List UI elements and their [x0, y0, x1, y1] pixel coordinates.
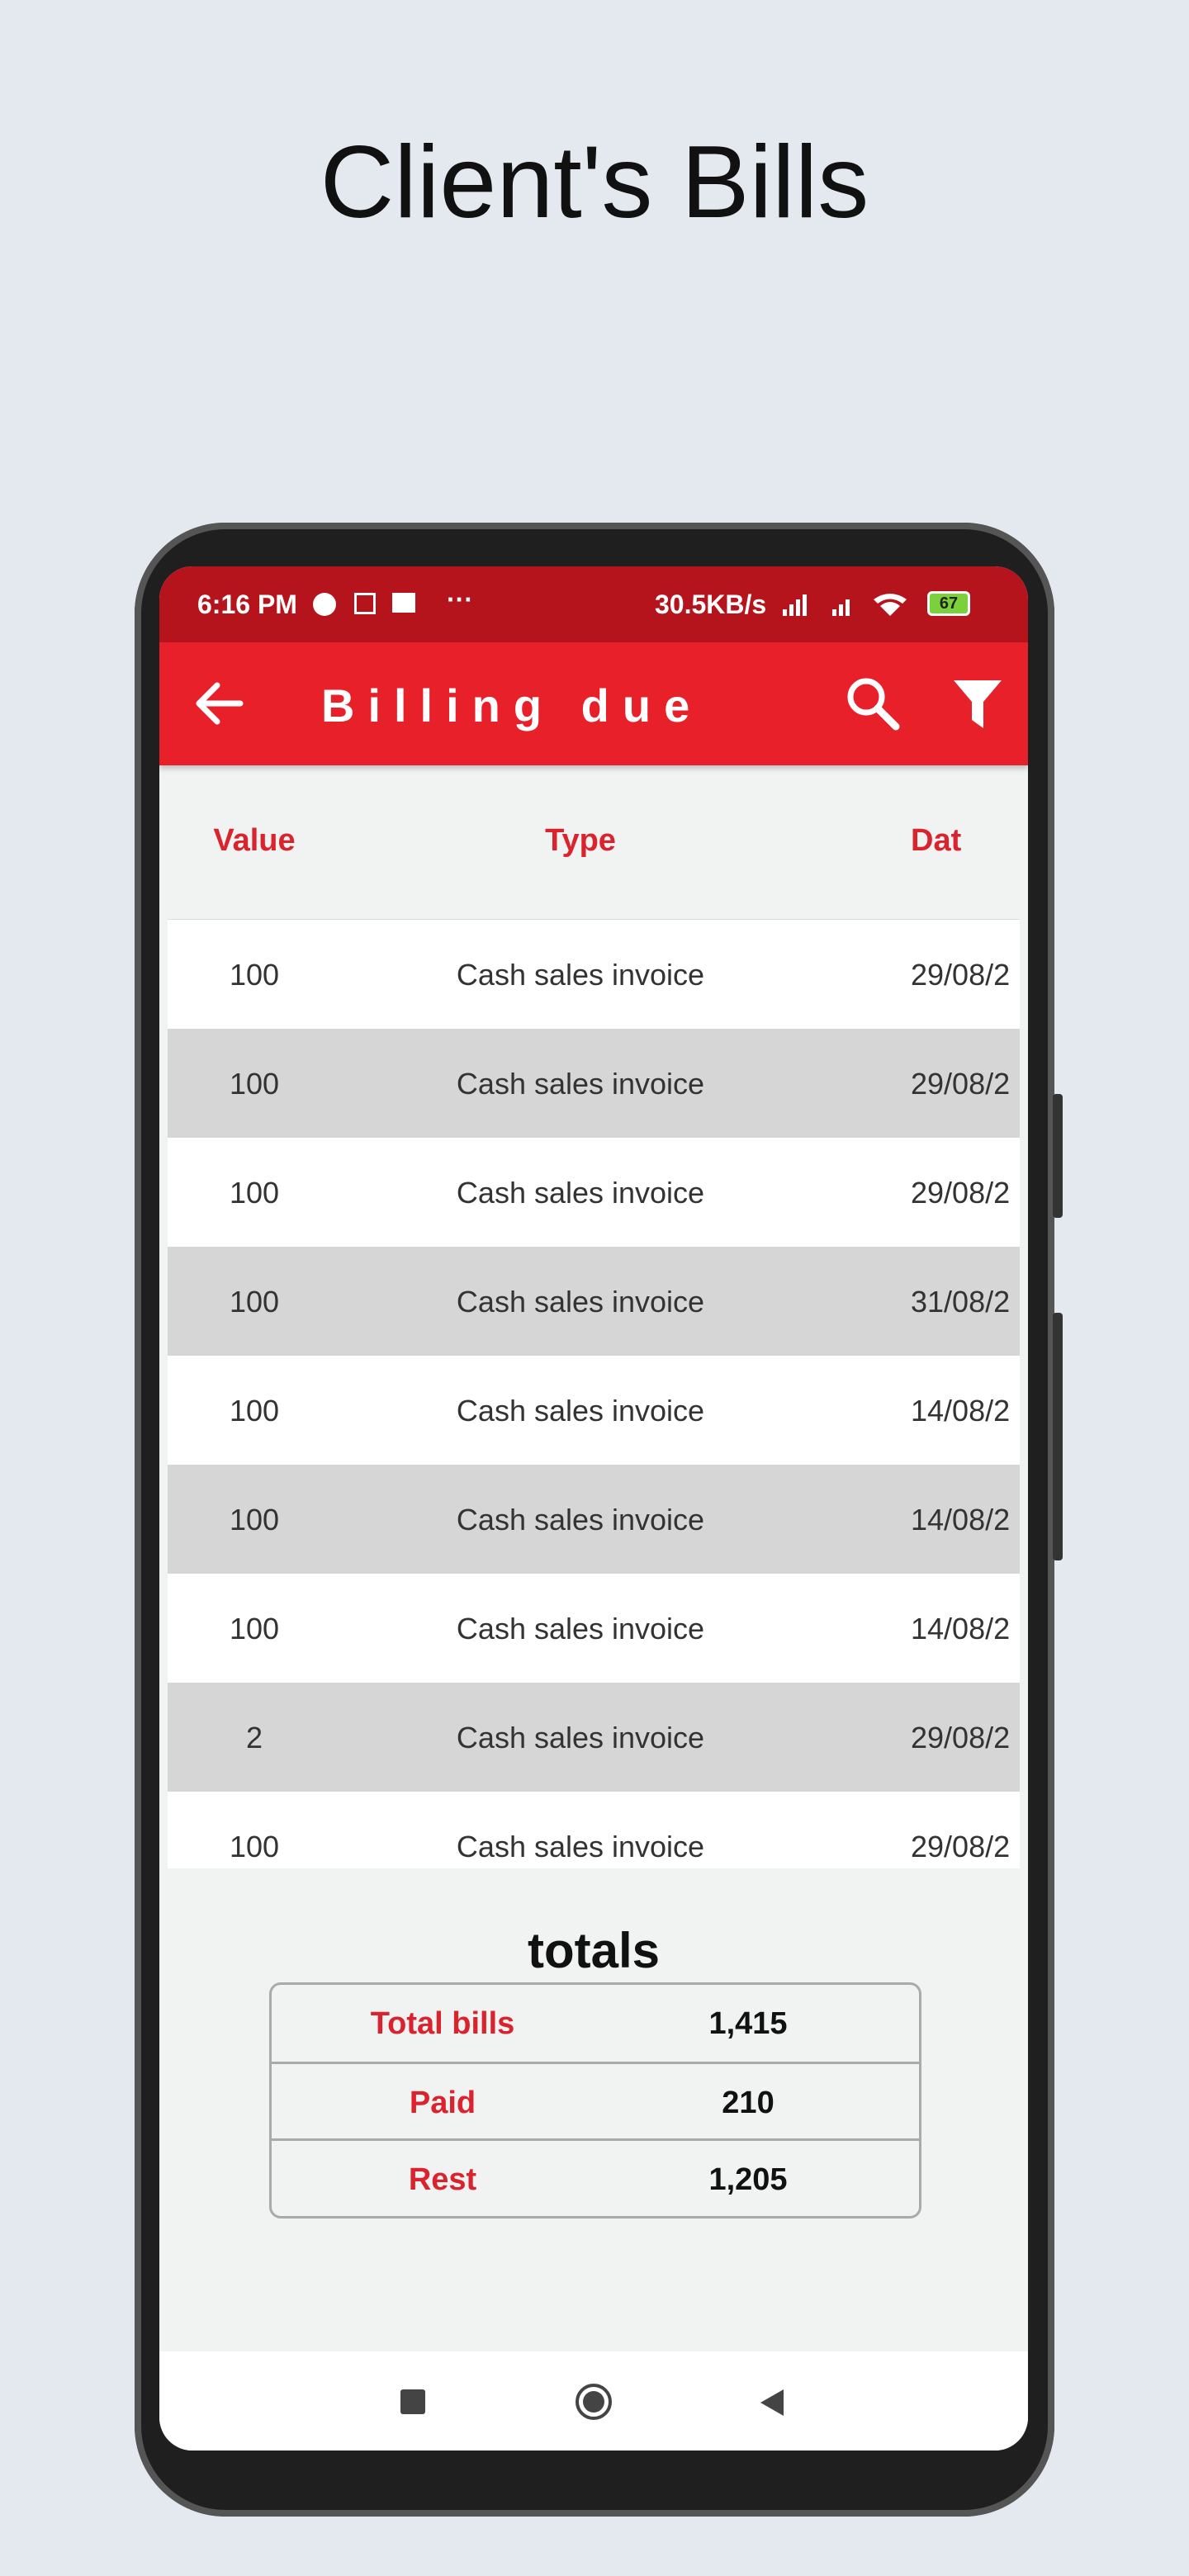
back-nav-button[interactable]: [757, 2388, 787, 2417]
table-row: 100 Cash sales invoice 29/08/2: [168, 1792, 1020, 1868]
table-row: 100 Cash sales invoice 14/08/2: [168, 1356, 1020, 1465]
table-cell: 14/08/2: [911, 1612, 1011, 1646]
totals-label: Total bills: [370, 2006, 515, 2041]
table-row: 100 Cash sales invoice 29/08/2: [168, 1138, 1020, 1247]
recents-button[interactable]: [400, 2389, 425, 2414]
table-cell: 31/08/2: [911, 1285, 1011, 1319]
table-cell: 100: [229, 1830, 280, 1863]
app-bar: Billing due: [159, 642, 1028, 765]
totals-row: Total bills 1,415: [272, 1985, 919, 2062]
table-cell: 100: [229, 1067, 280, 1101]
table-cell: 100: [229, 1394, 280, 1428]
totals-row: Paid 210: [272, 2062, 919, 2141]
status-time: 6:16 PM: [197, 590, 297, 619]
totals-title: totals: [527, 1923, 661, 1978]
column-header: Dat: [911, 823, 962, 858]
totals-value: 1,205: [708, 2162, 788, 2197]
home-button[interactable]: [576, 2384, 612, 2420]
table-cell: 14/08/2: [911, 1503, 1011, 1537]
table-row: 100 Cash sales invoice 14/08/2: [168, 1465, 1020, 1574]
table-cell: 29/08/2: [911, 1176, 1011, 1210]
page-title: Client's Bills: [320, 125, 869, 239]
status-more: ···: [447, 585, 473, 614]
signal-icons: [783, 594, 907, 616]
screen: 6:16 PM ··· 30.5KB/s 67 Billing due Valu…: [159, 566, 1028, 2451]
table-cell: Cash sales invoice: [456, 1503, 705, 1537]
status-icon: [354, 593, 376, 614]
back-button[interactable]: [192, 679, 245, 728]
side-button: [1053, 1094, 1063, 1218]
table-cell: Cash sales invoice: [456, 1721, 705, 1754]
table-cell: 100: [229, 1176, 280, 1210]
status-icon: [313, 593, 336, 616]
battery: 67: [927, 591, 970, 616]
search-button[interactable]: [845, 675, 902, 733]
table-row: 100 Cash sales invoice 31/08/2: [168, 1247, 1020, 1356]
column-header: Value: [213, 823, 296, 858]
table-cell: Cash sales invoice: [456, 1394, 705, 1428]
totals-box: Total bills 1,415 Paid 210 Rest 1,205: [269, 1982, 921, 2218]
table-cell: 29/08/2: [911, 1830, 1011, 1863]
table-cell: 29/08/2: [911, 1067, 1011, 1101]
app-bar-title: Billing due: [321, 680, 703, 732]
filter-button[interactable]: [952, 677, 1005, 732]
table-cell: Cash sales invoice: [456, 1830, 705, 1863]
side-button: [1053, 1313, 1063, 1560]
table-cell: 100: [229, 1503, 280, 1537]
table-cell: 2: [245, 1721, 263, 1754]
table-cell: Cash sales invoice: [456, 1176, 705, 1210]
totals-label: Rest: [408, 2162, 477, 2197]
totals-value: 210: [722, 2086, 775, 2120]
status-bar: 6:16 PM ··· 30.5KB/s 67: [159, 566, 1028, 642]
table-row: 2 Cash sales invoice 29/08/2: [168, 1683, 1020, 1792]
status-icon: [392, 593, 415, 613]
table-cell: 100: [229, 958, 280, 992]
table-cell: 100: [229, 1612, 280, 1646]
table-cell: Cash sales invoice: [456, 1285, 705, 1319]
totals-value: 1,415: [708, 2006, 788, 2041]
table-row: 100 Cash sales invoice 29/08/2: [168, 920, 1020, 1029]
table-row: 100 Cash sales invoice 14/08/2: [168, 1574, 1020, 1683]
table-row: 100 Cash sales invoice 29/08/2: [168, 1029, 1020, 1138]
table-cell: Cash sales invoice: [456, 1612, 705, 1646]
table-cell: 100: [229, 1285, 280, 1319]
table-cell: 29/08/2: [911, 1721, 1011, 1754]
bills-table: Value Type Dat 100 Cash sales invoice 29/08/2…: [168, 765, 1020, 1868]
table-cell: 29/08/2: [911, 958, 1011, 992]
network-speed: 30.5KB/s: [655, 590, 767, 619]
totals-label: Paid: [409, 2086, 476, 2120]
table-header: Value Type Dat: [168, 765, 1020, 921]
table-cell: Cash sales invoice: [456, 1067, 705, 1101]
table-cell: 14/08/2: [911, 1394, 1011, 1428]
table-cell: Cash sales invoice: [456, 958, 705, 992]
nav-bar: [159, 2351, 1028, 2451]
column-header: Type: [545, 823, 616, 858]
totals-row: Rest 1,205: [272, 2138, 919, 2218]
